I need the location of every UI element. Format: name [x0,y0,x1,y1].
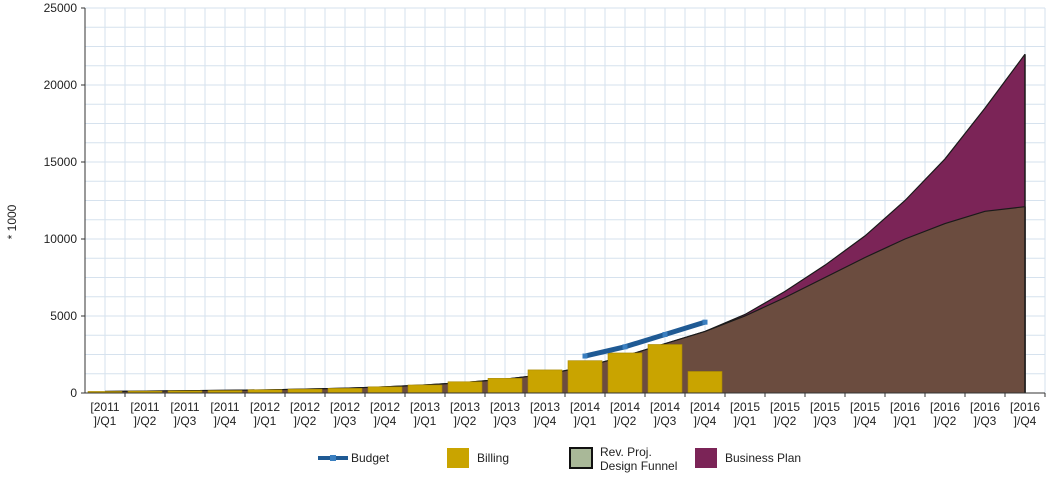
x-tick-label: [2012 [250,400,280,414]
x-tick-label: [2012 [370,400,400,414]
x-tick-label: [2013 [450,400,480,414]
legend: Budget Billing Rev. Proj.Design Funnel Busi… [318,445,801,473]
x-tick-label: ]/Q2 [774,414,797,428]
bar-billing [287,388,323,394]
bar-layer [87,344,723,394]
x-tick-label: ]/Q1 [894,414,917,428]
point-budget [622,344,628,350]
grid-layer [84,7,1046,394]
x-tick-label: [2015 [810,400,840,414]
x-tick-label: ]/Q1 [94,414,117,428]
y-axis-title: * 1000 [5,204,19,239]
x-tick-label: [2011 [130,400,159,414]
x-tick-label: ]/Q3 [494,414,517,428]
legend-item-budget: Budget [318,451,390,465]
bar-billing [367,386,403,394]
legend-label: Budget [351,451,390,465]
bar-billing [327,388,363,394]
x-tick-label: ]/Q4 [374,414,397,428]
x-tick-label: [2013 [410,400,440,414]
x-tick-label: ]/Q1 [734,414,757,428]
x-tick-label: ]/Q2 [294,414,317,428]
y-tick-label: 5000 [50,309,77,323]
point-budget [662,331,668,337]
bar-billing [647,344,683,394]
x-tick-label: [2013 [530,400,560,414]
legend-swatch [447,448,469,468]
x-tick-label: ]/Q4 [534,414,557,428]
x-tick-label: ]/Q3 [174,414,197,428]
x-tick-label: [2014 [690,400,720,414]
line-budget [584,319,706,359]
x-tick-label: [2015 [850,400,880,414]
x-tick-label: ]/Q3 [654,414,677,428]
legend-swatch [569,447,593,469]
bar-billing [447,381,483,394]
x-tick-label: ]/Q3 [814,414,837,428]
legend-swatch [695,448,717,468]
legend-item-billing: Billing [447,448,509,468]
x-tick-label: [2013 [490,400,520,414]
x-tick-label: ]/Q2 [934,414,957,428]
x-tick-label: [2015 [770,400,800,414]
x-tick-label: [2015 [730,400,760,414]
x-tick-label: ]/Q3 [334,414,357,428]
legend-label: Business Plan [725,451,801,465]
x-tick-label: ]/Q4 [854,414,877,428]
y-tick-label: 25000 [44,1,78,15]
bar-billing [487,378,523,394]
legend-label: Rev. Proj. [600,445,652,459]
y-tick-label: 15000 [44,155,78,169]
x-tick-label: [2011 [90,400,119,414]
x-tick-label: [2012 [290,400,320,414]
x-tick-label: [2016 [930,400,960,414]
axis-layer: 0500010000150002000025000[2011]/Q1[2011]… [44,1,1046,428]
area-rev-proj-design-funnel [105,206,1025,393]
point-budget [702,319,708,325]
x-tick-label: ]/Q4 [214,414,237,428]
x-tick-label: [2011 [210,400,239,414]
x-tick-label: ]/Q1 [254,414,277,428]
bar-billing [687,371,723,394]
bar-billing [567,360,603,394]
legend-label: Billing [477,451,509,465]
x-tick-label: ]/Q1 [414,414,437,428]
x-tick-label: [2016 [970,400,1000,414]
bar-billing [607,352,643,394]
y-tick-label: 20000 [44,78,78,92]
x-tick-label: [2016 [890,400,920,414]
legend-marker [330,455,336,461]
x-tick-label: ]/Q1 [574,414,597,428]
y-tick-label: 0 [70,386,77,400]
x-tick-label: [2011 [170,400,199,414]
x-tick-label: [2014 [570,400,600,414]
x-tick-label: ]/Q2 [454,414,477,428]
x-tick-label: ]/Q2 [134,414,157,428]
legend-label: Design Funnel [600,459,677,473]
x-tick-label: ]/Q2 [614,414,637,428]
x-tick-label: [2014 [610,400,640,414]
x-tick-label: [2016 [1010,400,1040,414]
x-tick-label: [2014 [650,400,680,414]
line-layer [582,319,708,359]
y-tick-label: 10000 [44,232,78,246]
x-tick-label: ]/Q4 [694,414,717,428]
legend-item-rev-proj-design-funnel: Rev. Proj.Design Funnel [569,445,677,473]
legend-item-business-plan: Business Plan [695,448,801,468]
bar-billing [527,369,563,394]
x-tick-label: [2012 [330,400,360,414]
bar-billing [407,384,443,394]
x-tick-label: ]/Q3 [974,414,997,428]
point-budget [582,353,588,359]
x-tick-label: ]/Q4 [1014,414,1037,428]
